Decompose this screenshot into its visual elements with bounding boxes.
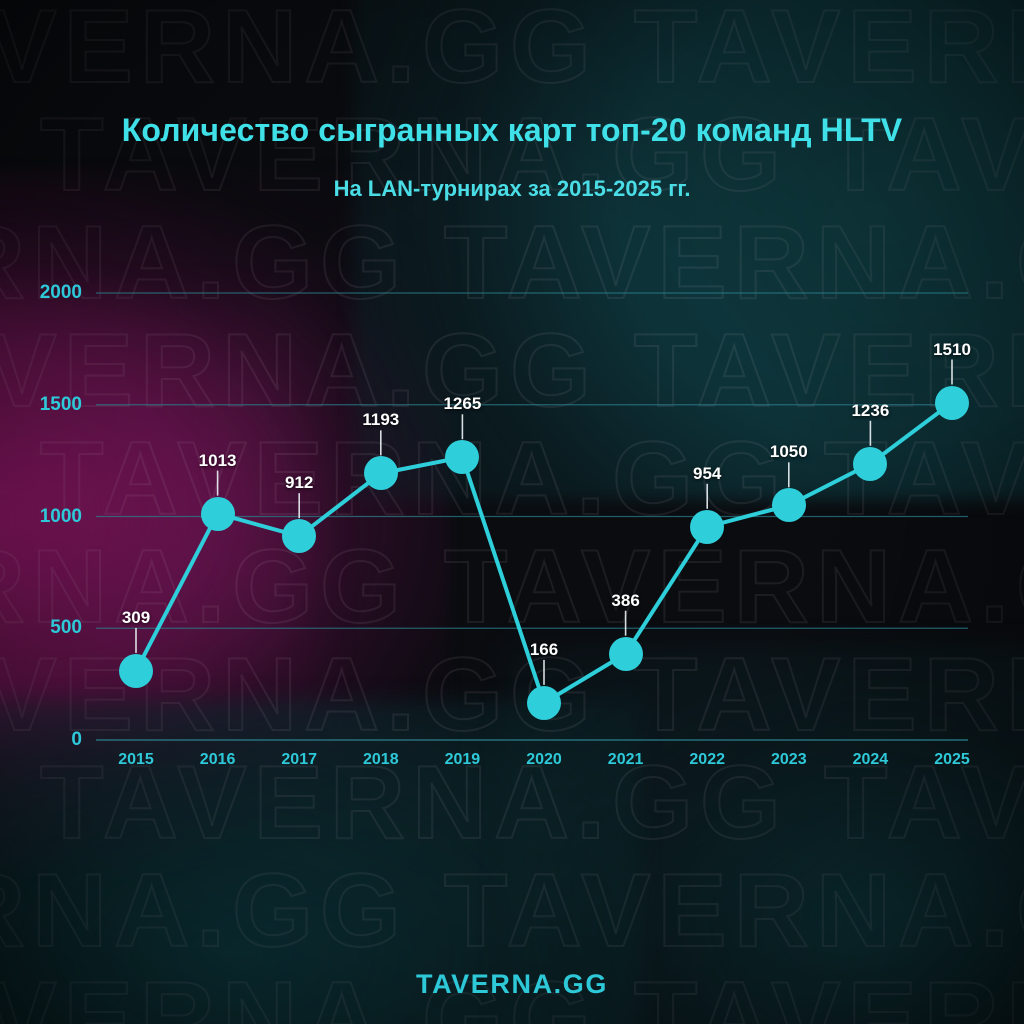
page-subtitle: На LAN-турнирах за 2015-2025 гг. — [333, 176, 691, 201]
brand-footer: TAVERNA.GG — [415, 969, 608, 999]
data-point-label: 1510 — [933, 339, 971, 359]
x-axis-tick-label: 2025 — [934, 751, 970, 768]
label-leader-lines — [135, 359, 953, 685]
data-point-marker[interactable] — [771, 488, 806, 523]
data-point-marker[interactable] — [363, 456, 398, 491]
data-point-label: 1013 — [198, 450, 237, 470]
data-point-label: 912 — [285, 473, 314, 493]
y-axis-tick-label: 1500 — [39, 393, 82, 415]
data-point-label: 1265 — [443, 394, 482, 414]
x-axis-tick-label: 2016 — [199, 751, 236, 768]
data-point-label: 386 — [611, 590, 640, 610]
data-point-marker[interactable] — [608, 636, 643, 671]
gridlines — [96, 292, 968, 741]
y-axis-tick-label: 0 — [71, 729, 82, 750]
x-axis-tick-label: 2019 — [444, 751, 481, 768]
x-axis-tick-label: 2018 — [363, 751, 399, 768]
data-point-marker[interactable] — [853, 446, 888, 481]
x-axis-tick-label: 2022 — [689, 751, 725, 768]
data-point-marker[interactable] — [527, 685, 561, 720]
x-axis-tick-label: 2020 — [526, 751, 562, 768]
data-point-marker[interactable] — [690, 509, 725, 544]
data-point-label: 309 — [121, 607, 151, 627]
data-point-marker[interactable] — [935, 385, 969, 420]
x-axis-tick-label: 2017 — [281, 751, 317, 768]
x-axis-tick-label: 2023 — [771, 751, 807, 768]
data-point-label: 954 — [693, 463, 722, 483]
data-point-marker[interactable] — [200, 496, 235, 531]
data-point-label: 1193 — [362, 410, 400, 430]
data-point-label: 166 — [529, 639, 559, 659]
data-point-marker[interactable] — [445, 440, 480, 475]
x-axis-tick-label: 2015 — [118, 751, 154, 768]
x-axis-tick-label: 2024 — [852, 751, 889, 768]
data-point-marker[interactable] — [119, 653, 153, 688]
data-point-marker[interactable] — [282, 519, 317, 554]
x-axis-tick-label: 2021 — [607, 751, 644, 768]
y-axis-tick-label: 1000 — [39, 505, 82, 527]
y-axis-tick-label: 500 — [50, 617, 82, 639]
page-title: Количество сыгранных карт топ-20 команд … — [121, 112, 903, 148]
data-point-label: 1236 — [851, 400, 890, 420]
y-axis-tick-label: 2000 — [39, 282, 82, 303]
data-point-label: 1050 — [769, 442, 808, 462]
